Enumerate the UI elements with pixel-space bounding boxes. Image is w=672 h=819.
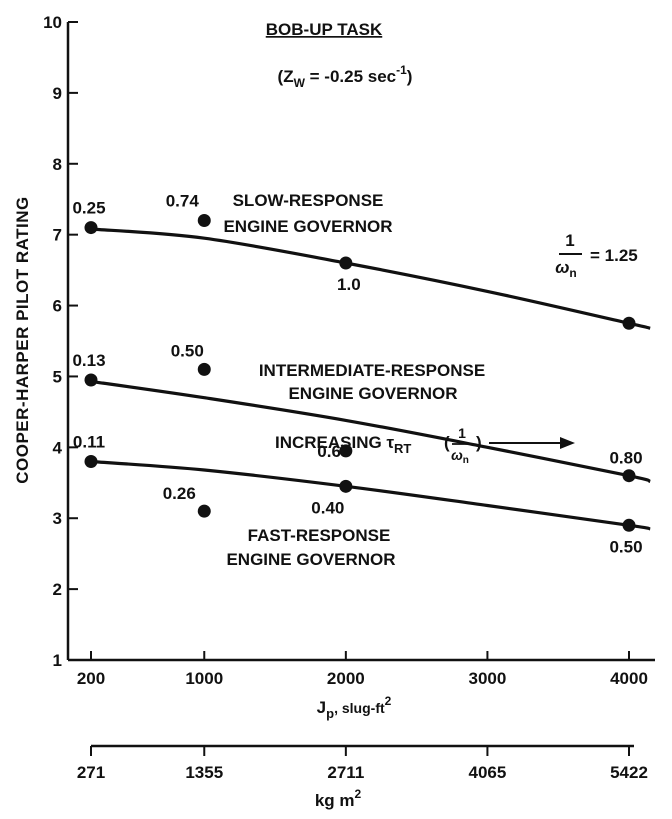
x-tick-label: 3000	[469, 669, 507, 688]
y-tick-label: 7	[53, 226, 62, 245]
subtitle-main: (Z	[278, 67, 294, 86]
x2-tick-label: 4065	[469, 763, 507, 782]
y-tick-label: 4	[53, 438, 63, 457]
y-ticks: 1 2 3 4 5 6 7 8 9 10	[43, 13, 78, 670]
point-label: 0.13	[72, 351, 105, 370]
series-label-slow-line1: SLOW-RESPONSE	[233, 191, 384, 210]
subtitle-sub: W	[294, 76, 306, 90]
subtitle-tail: = -0.25 sec	[305, 67, 396, 86]
data-point	[622, 518, 636, 532]
omega-denominator: ωn	[555, 258, 577, 280]
data-point	[197, 504, 211, 518]
data-point	[84, 455, 98, 469]
y-tick-label: 9	[53, 84, 62, 103]
point-label: 0.80	[609, 449, 642, 468]
point-label: 0.26	[163, 484, 196, 503]
omega-value: = 1.25	[590, 246, 638, 265]
x2-tick-label: 271	[77, 763, 105, 782]
y-tick-label: 2	[53, 580, 62, 599]
y-tick-label: 5	[53, 367, 62, 386]
x-tick-label: 2000	[327, 669, 365, 688]
increasing-arrow-head	[560, 437, 575, 449]
increasing-annotation: INCREASING τRT ( 1 ωn )	[275, 425, 575, 466]
point-label: 0.50	[609, 537, 642, 556]
y-tick-label: 6	[53, 297, 62, 316]
x-ticks: 200 1000 2000 3000 4000	[77, 651, 648, 688]
series-label-intermediate: INTERMEDIATE-RESPONSE ENGINE GOVERNOR	[259, 361, 485, 403]
chart-subtitle: (ZW = -0.25 sec-1)	[278, 63, 413, 90]
data-point	[197, 362, 211, 376]
data-point	[84, 373, 98, 387]
x-axis-label: Jp, slug-ft2	[317, 694, 392, 721]
point-label: 1.0	[337, 275, 361, 294]
data-point	[339, 479, 353, 493]
y-tick-label: 1	[53, 651, 62, 670]
x2-ticks: 271 1355 2711 4065 5422	[77, 746, 648, 782]
series-label-fast-line1: FAST-RESPONSE	[248, 526, 391, 545]
series-points	[84, 213, 636, 532]
point-labels: 0.25 0.74 1.0 0.13 0.50 0.67 0.80 0.11 0.26 0.40 0…	[72, 191, 642, 556]
x2-tick-label: 5422	[610, 763, 648, 782]
point-label: 0.25	[72, 199, 105, 218]
series-label-intermediate-line2: ENGINE GOVERNOR	[288, 384, 457, 403]
series-label-slow: SLOW-RESPONSE ENGINE GOVERNOR	[223, 191, 392, 236]
data-point	[84, 221, 98, 235]
x-tick-label: 4000	[610, 669, 648, 688]
increasing-paren-close: )	[476, 433, 482, 452]
data-point	[339, 444, 353, 458]
y-tick-label: 3	[53, 509, 62, 528]
series-label-intermediate-line1: INTERMEDIATE-RESPONSE	[259, 361, 485, 380]
series-label-fast-line2: ENGINE GOVERNOR	[226, 550, 395, 569]
point-label: 0.40	[311, 498, 344, 517]
x-tick-label: 200	[77, 669, 105, 688]
data-point	[622, 316, 636, 330]
x2-tick-label: 1355	[185, 763, 223, 782]
increasing-paren-open: (	[444, 433, 450, 452]
data-point	[197, 213, 211, 227]
series-label-fast: FAST-RESPONSE ENGINE GOVERNOR	[226, 526, 395, 569]
subtitle-close: )	[407, 67, 413, 86]
series-label-slow-line2: ENGINE GOVERNOR	[223, 217, 392, 236]
x-tick-label: 1000	[185, 669, 223, 688]
increasing-denominator: ωn	[451, 447, 469, 466]
omega-numerator: 1	[565, 231, 574, 250]
data-point	[622, 469, 636, 483]
data-point	[339, 256, 353, 270]
chart-title: BOB-UP TASK	[266, 20, 383, 39]
x2-axis-label: kg m2	[315, 787, 362, 810]
subtitle-exp: -1	[396, 63, 407, 77]
omega-annotation: 1 ωn = 1.25	[555, 231, 638, 280]
y-axis-label: COOPER-HARPER PILOT RATING	[13, 196, 32, 484]
increasing-text: INCREASING τRT	[275, 433, 411, 456]
y-tick-label: 8	[53, 155, 62, 174]
y-tick-label: 10	[43, 13, 62, 32]
point-label: 0.50	[171, 341, 204, 360]
point-label: 0.67	[317, 442, 350, 461]
point-label: 0.11	[73, 433, 105, 452]
x2-tick-label: 2711	[327, 763, 364, 782]
point-label: 0.74	[166, 191, 200, 210]
increasing-numerator: 1	[458, 425, 466, 441]
